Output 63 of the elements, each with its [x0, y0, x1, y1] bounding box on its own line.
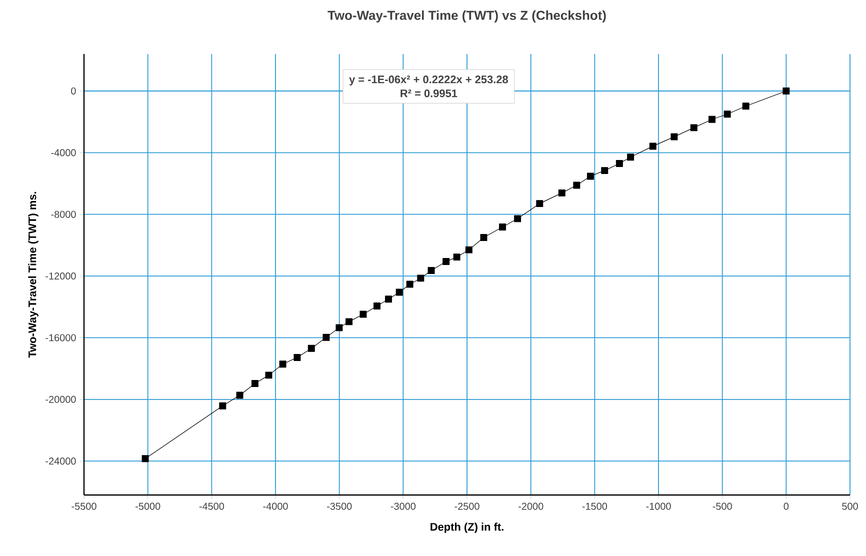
point: [558, 189, 566, 196]
x-tick-label: -5000: [136, 502, 160, 510]
point: [336, 324, 343, 332]
point: [742, 102, 750, 110]
y-tick-label: -8000: [51, 210, 76, 218]
x-tick-label: -1000: [646, 502, 671, 510]
point: [142, 455, 149, 462]
point: [514, 215, 522, 222]
y-axis-title: Two-Way-Travel Time (TWT) ms.: [28, 192, 38, 358]
x-tick-label: 500: [842, 502, 858, 510]
x-tick-label: -500: [712, 502, 732, 510]
y-tick-label: -4000: [51, 149, 76, 156]
point: [322, 334, 330, 341]
y-tick-label: -16000: [46, 334, 76, 342]
x-tick-label: -3500: [327, 502, 352, 510]
y-tick-label: -12000: [46, 272, 76, 280]
point: [601, 167, 608, 174]
x-tick-label: -1500: [582, 502, 608, 510]
point: [385, 296, 392, 303]
point: [480, 234, 488, 241]
point: [417, 274, 424, 282]
point: [265, 372, 272, 379]
x-tick-label: -5500: [72, 502, 96, 510]
point: [294, 354, 301, 361]
point: [453, 254, 460, 261]
point: [782, 88, 790, 94]
x-tick-label: 0: [784, 502, 789, 510]
x-tick-label: -2000: [518, 502, 544, 510]
annotation: R² = 0.9951: [400, 89, 458, 98]
point: [690, 124, 698, 132]
annotation: y = -1E-06x² + 0.2222x + 253.28: [349, 76, 508, 86]
point: [442, 258, 450, 266]
x-axis-title: Depth (Z) in ft.: [430, 522, 504, 533]
point: [308, 344, 315, 352]
point: [251, 380, 258, 388]
point: [360, 310, 367, 318]
x-tick-label: -3000: [390, 502, 416, 510]
point: [465, 246, 472, 254]
point: [586, 172, 594, 180]
point: [406, 280, 414, 288]
x-tick-label: -4500: [199, 502, 224, 510]
point: [573, 182, 580, 189]
point: [279, 360, 286, 368]
point: [236, 392, 244, 399]
point: [724, 110, 731, 118]
point: [616, 160, 623, 167]
point: [396, 288, 403, 296]
x-tick-label: -4000: [263, 502, 288, 510]
point: [374, 302, 380, 310]
y-tick-label: 0: [71, 87, 76, 95]
point: [499, 224, 506, 230]
x-tick-label: -2500: [454, 502, 480, 510]
point: [536, 200, 544, 208]
point: [670, 133, 678, 140]
chart-title: Two-Way-Travel Time (TWT) vs Z (Checkshot): [328, 10, 606, 22]
y-tick-label: -24000: [46, 458, 76, 465]
point: [346, 318, 353, 326]
y-tick-label: -20000: [46, 396, 76, 403]
point: [428, 267, 435, 274]
point: [708, 116, 716, 123]
point: [649, 142, 656, 150]
point: [627, 154, 634, 161]
point: [219, 402, 226, 410]
